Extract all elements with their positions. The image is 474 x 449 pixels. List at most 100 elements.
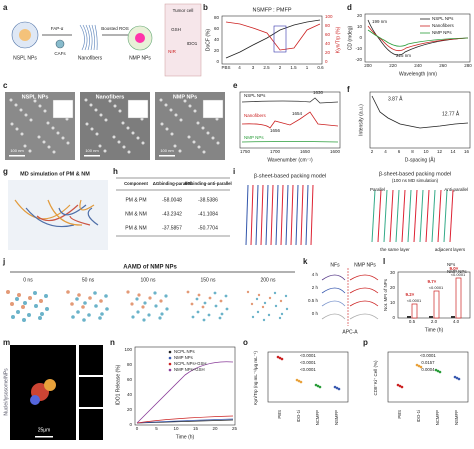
shape bbox=[179, 118, 183, 122]
panel-letter: n bbox=[110, 338, 115, 347]
shape bbox=[99, 113, 103, 117]
label: 6 bbox=[398, 149, 401, 154]
label: NMP NPs bbox=[174, 355, 193, 360]
label: 1750 bbox=[240, 149, 251, 154]
shape bbox=[201, 126, 205, 130]
axes-frame bbox=[267, 351, 349, 403]
label: (100 ns MD simulation) bbox=[392, 178, 439, 183]
label: -37.5857 bbox=[162, 225, 182, 231]
label: Nanofibers bbox=[244, 113, 267, 118]
shape bbox=[10, 302, 14, 306]
shape bbox=[33, 99, 37, 103]
panel-letter: o bbox=[243, 338, 248, 347]
shape bbox=[100, 312, 104, 316]
shape bbox=[15, 127, 19, 131]
label: 9.0× bbox=[450, 266, 459, 271]
shape bbox=[34, 304, 38, 308]
curve bbox=[47, 199, 83, 226]
label: <0.0001 bbox=[300, 367, 316, 372]
shape bbox=[438, 370, 442, 374]
panel-letter: e bbox=[233, 81, 238, 90]
shape bbox=[191, 315, 195, 319]
shape bbox=[147, 313, 151, 317]
shape bbox=[104, 294, 108, 298]
curve bbox=[136, 361, 234, 424]
shape bbox=[103, 149, 107, 153]
panel-letter: g bbox=[3, 167, 8, 176]
shape bbox=[160, 122, 164, 126]
label: Time (h) bbox=[425, 327, 444, 333]
curve bbox=[250, 184, 254, 246]
curve bbox=[79, 24, 85, 51]
shape bbox=[195, 297, 199, 301]
shape bbox=[160, 312, 164, 316]
label: Component bbox=[124, 181, 148, 186]
label: Wavelength (nm) bbox=[399, 71, 437, 77]
label: 0 ns bbox=[23, 277, 33, 283]
label: CAFs bbox=[54, 51, 66, 56]
curve bbox=[265, 184, 269, 246]
curve bbox=[401, 189, 406, 243]
shape bbox=[278, 316, 282, 320]
label: 20 bbox=[357, 13, 363, 18]
axes-frame bbox=[387, 351, 469, 403]
label: PM & NM bbox=[125, 225, 146, 231]
shape bbox=[256, 310, 260, 314]
label: 200 bbox=[364, 63, 372, 68]
shape bbox=[23, 144, 27, 148]
shape bbox=[94, 304, 98, 308]
label: NCPL NPs bbox=[174, 349, 195, 354]
shape bbox=[44, 294, 48, 298]
label: 0 bbox=[129, 422, 132, 427]
shape bbox=[83, 301, 87, 305]
curve bbox=[136, 415, 234, 424]
shape bbox=[251, 315, 255, 319]
label: 100 nm bbox=[10, 148, 24, 153]
label: 280 bbox=[464, 63, 472, 68]
label: 1 bbox=[306, 65, 309, 70]
label: 20 bbox=[127, 407, 133, 412]
panel-letter: a bbox=[3, 3, 8, 12]
bar bbox=[407, 316, 411, 318]
panel-letter: k bbox=[303, 257, 308, 266]
label: Anti-parallel bbox=[444, 187, 468, 192]
panel-letter: c bbox=[3, 81, 8, 90]
shape bbox=[318, 385, 322, 389]
shape bbox=[455, 376, 459, 380]
label: NM & NM bbox=[125, 211, 147, 217]
label: 0.5 bbox=[409, 319, 416, 324]
shape bbox=[20, 132, 24, 136]
label: β-sheet-based packing model bbox=[379, 171, 451, 177]
curve bbox=[349, 274, 379, 281]
label: IDO1 Release (%) bbox=[115, 364, 121, 405]
shape bbox=[43, 109, 47, 113]
curve bbox=[449, 189, 454, 243]
panel-letter: p bbox=[363, 338, 368, 347]
label: 1700 bbox=[270, 149, 281, 154]
shape bbox=[316, 384, 320, 388]
bar bbox=[451, 316, 455, 318]
label: NFs bbox=[330, 262, 340, 268]
shape bbox=[183, 99, 187, 103]
label: NMP NPs bbox=[244, 135, 264, 140]
shape bbox=[70, 302, 74, 306]
shape bbox=[178, 149, 182, 153]
shape bbox=[164, 294, 168, 298]
shape bbox=[15, 297, 19, 301]
scale-bar bbox=[84, 155, 100, 157]
label: NCMFP bbox=[435, 410, 440, 425]
shape bbox=[168, 350, 172, 354]
shape bbox=[98, 316, 102, 320]
shape bbox=[279, 299, 283, 303]
scale-bar bbox=[9, 155, 25, 157]
label: <0.0001 bbox=[300, 353, 316, 358]
bar bbox=[433, 290, 440, 319]
curve bbox=[305, 184, 309, 246]
label: NMP NPs+GSH bbox=[174, 367, 205, 372]
shape bbox=[131, 315, 135, 319]
label: 100 ns bbox=[140, 277, 156, 283]
scale-bar bbox=[35, 436, 53, 438]
highlight-box bbox=[273, 25, 287, 53]
cell bbox=[44, 379, 56, 391]
label: NMP NPs bbox=[447, 269, 467, 274]
